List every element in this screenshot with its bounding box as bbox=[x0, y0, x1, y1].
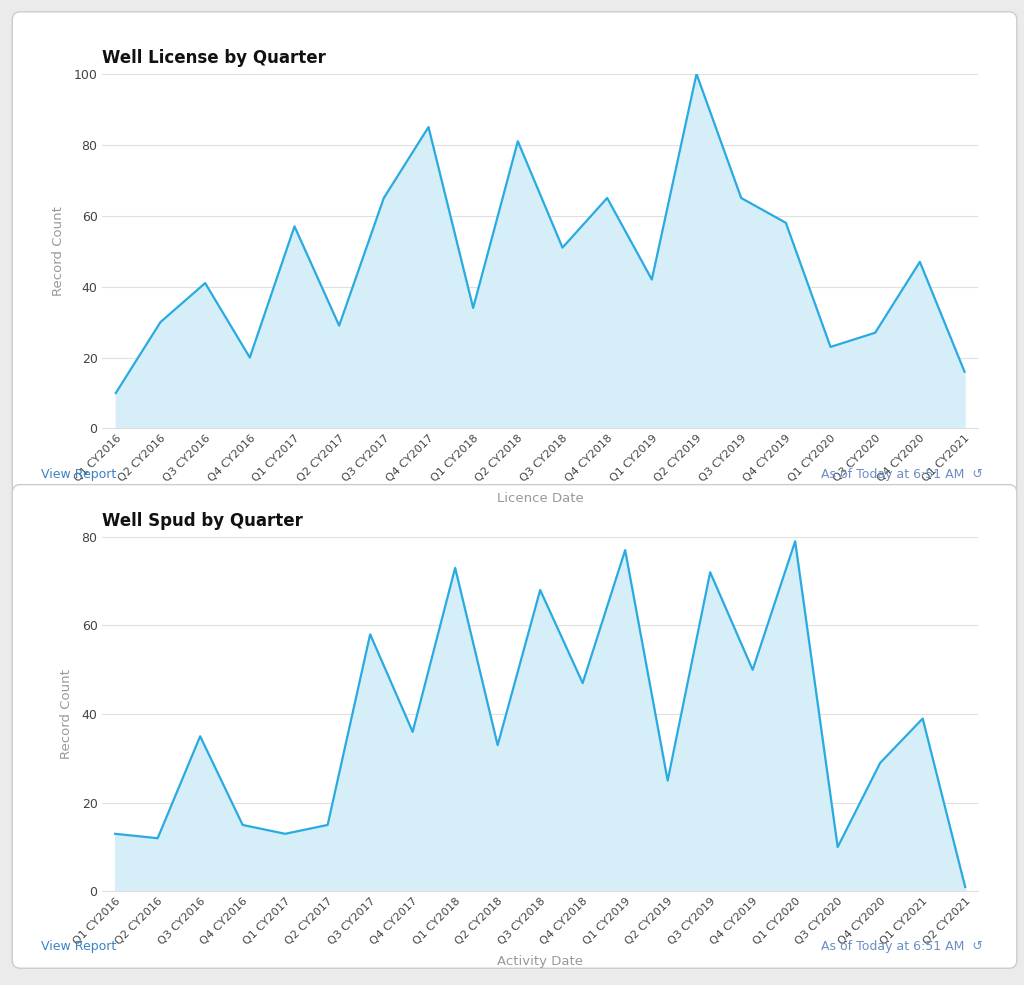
X-axis label: Licence Date: Licence Date bbox=[497, 492, 584, 505]
Text: Well Spud by Quarter: Well Spud by Quarter bbox=[102, 512, 303, 530]
X-axis label: Activity Date: Activity Date bbox=[498, 955, 583, 968]
Y-axis label: Record Count: Record Count bbox=[60, 669, 73, 759]
Text: View Report: View Report bbox=[41, 941, 116, 953]
Y-axis label: Record Count: Record Count bbox=[52, 206, 66, 296]
Text: As of Today at 6:51 AM  ↺: As of Today at 6:51 AM ↺ bbox=[821, 941, 983, 953]
Text: As of Today at 6:51 AM  ↺: As of Today at 6:51 AM ↺ bbox=[821, 468, 983, 481]
Text: View Report: View Report bbox=[41, 468, 116, 481]
Text: Well License by Quarter: Well License by Quarter bbox=[102, 49, 327, 67]
